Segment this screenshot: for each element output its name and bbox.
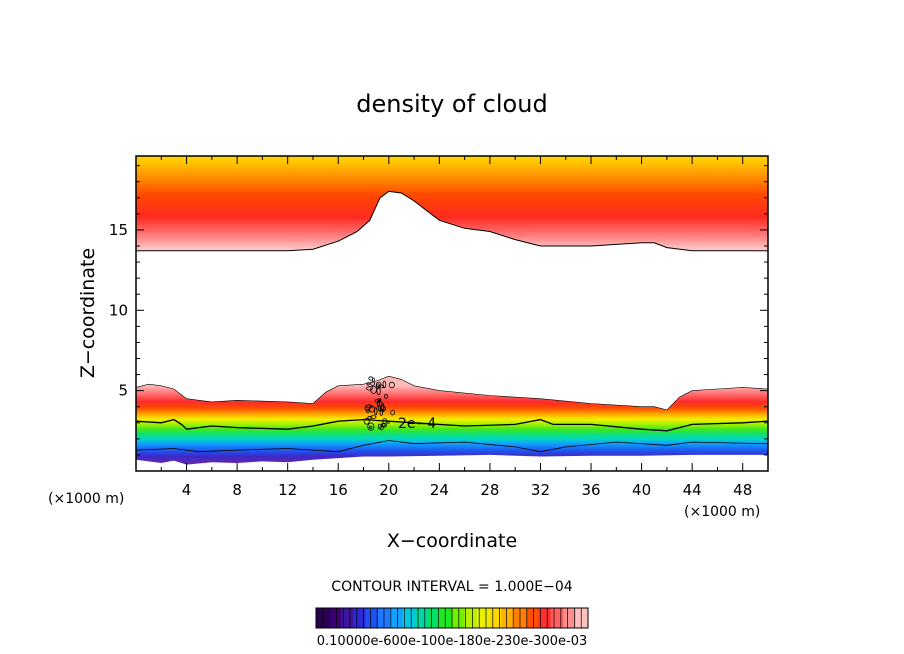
x-tick-label: 48 [733,481,752,499]
cell-contour [370,415,377,419]
colorbar-swatch [414,608,428,628]
colorbar [315,608,589,628]
x-tick-label: 8 [232,481,242,499]
lower-contour-low [136,440,768,453]
cell-contour [376,387,381,396]
contour-interval-text: CONTOUR INTERVAL = 1.000E−04 [331,579,572,595]
colorbar-swatch [390,608,404,628]
cell-contour [366,382,370,386]
cell-contour [382,380,387,389]
colorbar-swatch [501,608,515,628]
x-tick-label: 36 [581,481,600,499]
x-tick-label: 20 [379,481,398,499]
colorbar-swatch [316,608,329,628]
cell-contour [374,407,378,416]
cell-contour [374,398,381,404]
x-tick-label: 44 [683,481,702,499]
colorbar-swatch [563,608,577,628]
lower-top-contour [136,375,768,411]
x-tick-label: 4 [182,481,192,499]
x-tick-label: 32 [531,481,550,499]
colorbar-labels: 0.10000e-600e-100e-180e-230e-300e-03 [317,634,588,649]
cell-contour [386,420,390,424]
cell-contour [388,381,395,389]
cell-contour [366,386,373,391]
cell-contour [369,405,375,413]
cell-contour [383,393,388,399]
colorbar-swatch [439,608,453,628]
x-tick-label: 12 [278,481,297,499]
cell-contour [365,408,370,414]
colorbar-swatch [427,608,441,628]
x-axis-label: X−coordinate [387,530,517,552]
plot-area [136,156,768,465]
x-tick-label: 24 [430,481,449,499]
chart-title: density of cloud [356,90,547,118]
colorbar-swatch [353,608,366,628]
cell-contour [377,404,381,412]
cell-contour [369,425,373,429]
cell-contour [372,377,375,383]
upper-cloud-layer [136,156,768,251]
x-tick-label: 28 [480,481,499,499]
x-tick-label: 40 [632,481,651,499]
x-tick-label: 16 [329,481,348,499]
y-tick-label: 5 [118,382,128,400]
colorbar-swatch [464,608,478,628]
colorbar-swatch [452,608,465,628]
contour-label: 2e−4 [398,416,436,432]
colorbar-swatch [575,608,589,628]
y-axis-ticks: 5 10 15 [109,165,768,456]
x-axis-ticks: 4 8 12 16 20 24 28 32 36 40 44 48 [160,156,752,499]
x-unit-left: (×1000 m) [48,491,124,507]
x-unit-right: (×1000 m) [684,504,760,520]
colorbar-swatch [476,608,490,628]
colorbar-swatch [340,608,354,628]
upper-layer-contour [136,190,768,252]
lower-cloud-layer [136,376,768,465]
cell-contour [363,417,370,425]
colorbar-frame [315,607,589,629]
colorbar-swatch [328,608,342,628]
y-tick-label: 10 [109,301,128,319]
cell-contour [380,402,384,411]
cell-contour [377,384,385,389]
plot-frame [135,155,769,472]
cell-contour [376,381,382,388]
convective-cell-contours [363,376,396,431]
colorbar-swatch [489,608,502,628]
cell-contour [377,423,382,430]
y-tick-label: 15 [109,221,128,239]
colorbar-swatch [365,608,379,628]
cell-contour [381,423,386,427]
y-axis-label: Z−coordinate [77,248,99,378]
colorbar-swatch [526,608,540,628]
colorbar-swatch [550,608,564,628]
colorbar-swatch [402,608,416,628]
cell-contour [367,416,373,420]
cell-contour [367,422,375,431]
cell-contour [390,409,396,416]
colorbar-swatch [538,608,552,628]
